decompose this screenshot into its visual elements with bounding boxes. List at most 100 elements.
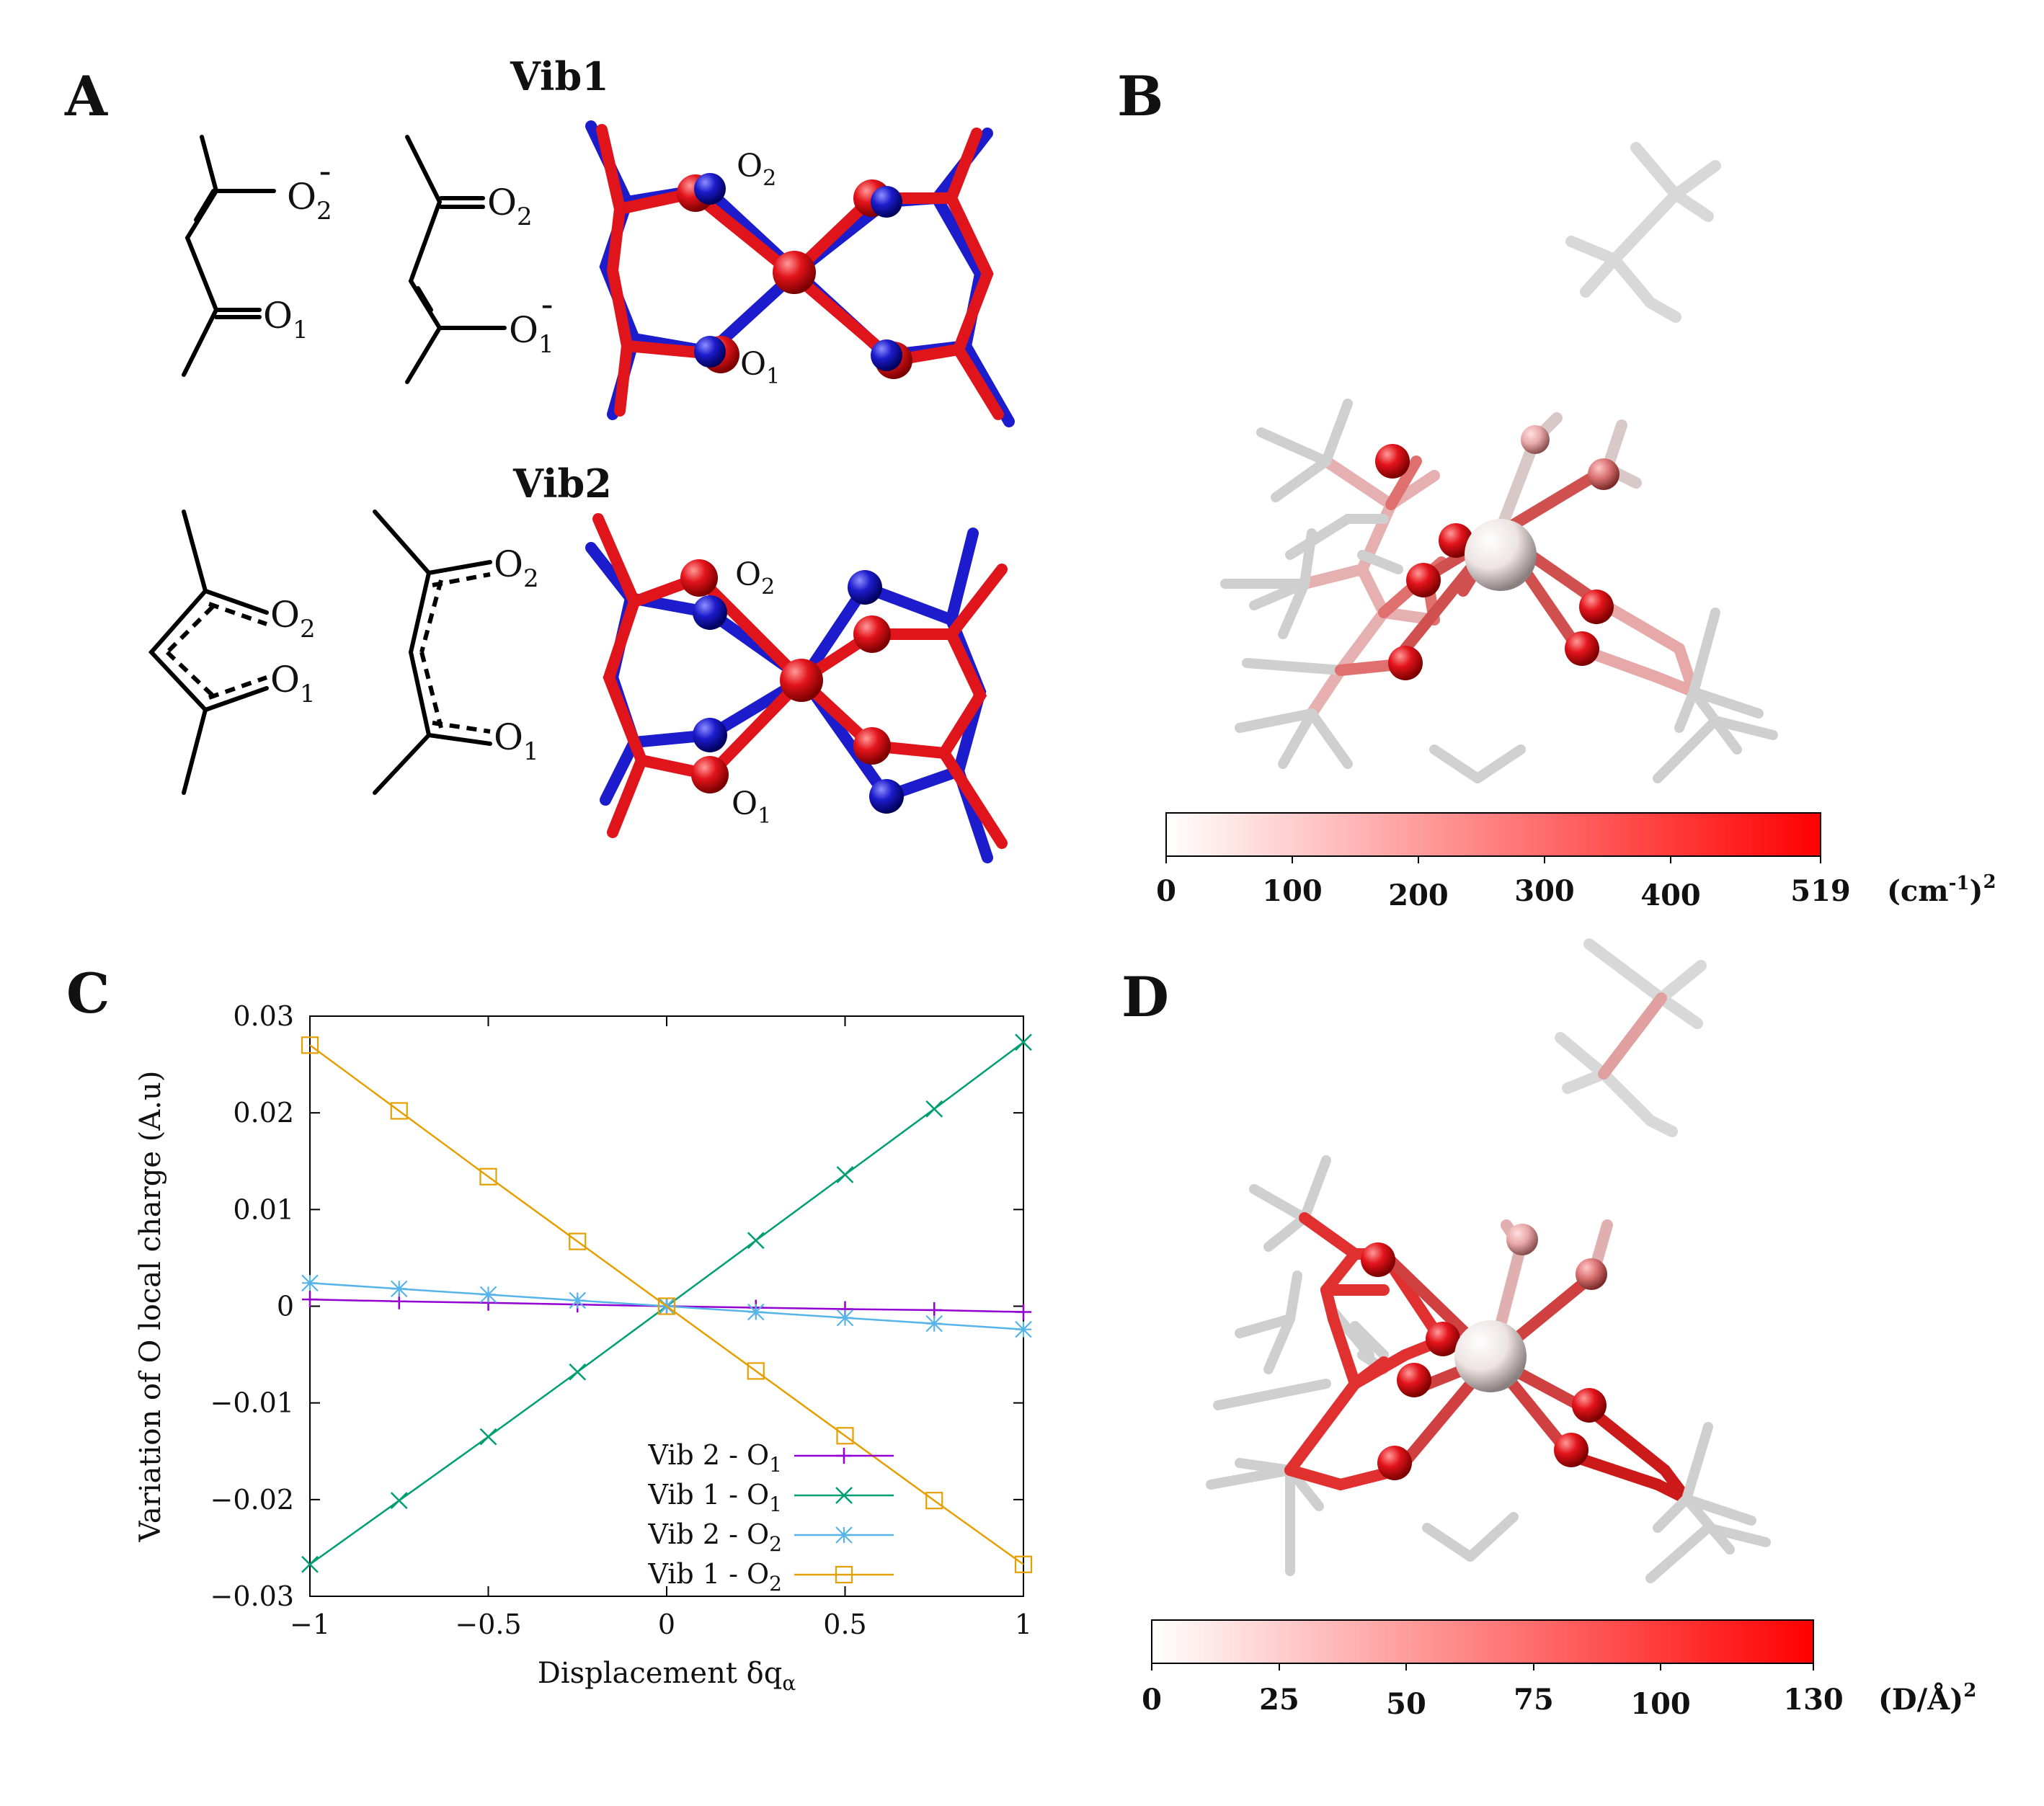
cbar-d-tick-1: 25 xyxy=(1259,1683,1299,1717)
panel-d-molecule xyxy=(1206,938,1771,1583)
vib2-skeletal-structure-2: O2 O1 xyxy=(373,510,539,795)
x-tick-label: 0 xyxy=(658,1609,675,1640)
plus-marker xyxy=(302,1291,318,1308)
plus-marker xyxy=(926,1302,943,1318)
vib2-o2-label: O2 xyxy=(735,556,775,600)
cbar-b-tick-3: 300 xyxy=(1514,874,1575,908)
charge-variation-chart: −1 −0.5 0 0.5 1 0.03 0.02 0.01 0 −0.01 −0.02 −0.03 D… xyxy=(134,1000,1033,1695)
square-marker xyxy=(569,1232,587,1250)
cross-marker xyxy=(301,1555,319,1573)
y-tick-label: 0 xyxy=(277,1291,294,1322)
cross-marker xyxy=(479,1428,497,1446)
cross-marker xyxy=(747,1232,765,1250)
y-tick-label: 0.03 xyxy=(233,1000,294,1032)
square-marker xyxy=(390,1102,408,1120)
x-tick-label: 0.5 xyxy=(823,1609,866,1640)
cross-marker xyxy=(836,1166,854,1183)
legend-label-vib2-o1: Vib 2 - O1 xyxy=(648,1439,783,1477)
star-marker xyxy=(835,1526,853,1544)
cbar-d-tick-2: 50 xyxy=(1386,1687,1426,1721)
cbar-d-tick-3: 75 xyxy=(1514,1683,1554,1717)
square-marker xyxy=(747,1362,765,1380)
cross-marker xyxy=(925,1100,943,1118)
panel-b-colorbar: 0 100 200 300 400 519 (cm-1)2 xyxy=(1156,812,1996,912)
vib2-struct2-o1: O1 xyxy=(494,716,539,766)
star-marker xyxy=(301,1274,319,1292)
panel-a-letter: A xyxy=(64,64,108,128)
label-o1-minus: O1- xyxy=(509,283,554,359)
star-marker xyxy=(836,1309,854,1327)
panel-a: A Vib1 Vib2 O2- O1 O2 O1- xyxy=(64,53,1015,863)
y-tick-label: 0.01 xyxy=(233,1193,294,1225)
star-marker xyxy=(1015,1320,1032,1338)
legend-label-vib1-o2: Vib 1 - O2 xyxy=(648,1558,783,1596)
cbar-b-tick-0: 0 xyxy=(1156,874,1176,908)
cbar-b-tick-5: 519 xyxy=(1790,874,1851,908)
panel-b: B xyxy=(1117,64,1996,912)
panel-c-letter: C xyxy=(66,961,110,1026)
square-marker xyxy=(836,1427,854,1445)
y-axis-label: Variation of O local charge (A.u) xyxy=(134,1071,167,1543)
star-marker xyxy=(747,1303,765,1321)
y-tick-label: −0.03 xyxy=(210,1580,294,1612)
cbar-d-unit: (D/Å)2 xyxy=(1878,1680,1976,1717)
plus-marker xyxy=(836,1448,852,1464)
vib1-molecule-overlay: O2 O1 xyxy=(585,120,1015,427)
label-o2: O2 xyxy=(487,182,533,231)
square-marker xyxy=(925,1492,943,1510)
cross-marker xyxy=(1015,1033,1032,1051)
star-marker xyxy=(479,1286,497,1304)
vib1-title: Vib1 xyxy=(510,53,609,99)
star-marker xyxy=(569,1291,587,1309)
series-vib1-o2 xyxy=(301,1036,1033,1573)
square-marker xyxy=(1014,1555,1033,1573)
cross-marker xyxy=(835,1487,853,1504)
y-tick-label: 0.02 xyxy=(233,1097,294,1129)
cbar-b-tick-2: 200 xyxy=(1388,878,1449,912)
cbar-b-tick-4: 400 xyxy=(1640,878,1701,912)
x-tick-label: −0.5 xyxy=(455,1609,521,1640)
label-o2-minus: O2- xyxy=(287,150,332,226)
panel-d-letter: D xyxy=(1121,965,1169,1029)
cross-marker xyxy=(390,1492,408,1510)
panel-d-colorbar: 0 25 50 75 100 130 (D/Å)2 xyxy=(1142,1619,1976,1721)
vib1-skeletal-structure-2: O2 O1- xyxy=(405,135,554,384)
panel-b-letter: B xyxy=(1117,64,1163,128)
cbar-b-unit: (cm-1)2 xyxy=(1887,871,1996,908)
vib1-o1-label: O1 xyxy=(740,346,780,389)
panel-d-atoms xyxy=(1361,1224,1607,1480)
x-axis-label: Displacement δqα xyxy=(538,1657,796,1695)
square-marker xyxy=(835,1565,853,1584)
vib2-struct2-o2: O2 xyxy=(494,543,539,593)
cbar-d-tick-4: 100 xyxy=(1630,1687,1691,1721)
panel-c: C −1 −0.5 0 0.5 1 0.03 0.02 0.01 0 −0.01 −0.02 −0.0… xyxy=(66,961,1033,1695)
square-marker xyxy=(301,1036,319,1054)
star-marker xyxy=(925,1315,943,1333)
vib2-o1-label: O1 xyxy=(732,786,771,829)
y-tick-label: −0.02 xyxy=(210,1484,294,1516)
cbar-b-tick-1: 100 xyxy=(1262,874,1323,908)
square-marker xyxy=(657,1297,676,1315)
cbar-d-tick-0: 0 xyxy=(1142,1683,1162,1717)
panel-b-atoms xyxy=(1375,425,1619,680)
vib2-title: Vib2 xyxy=(512,461,612,507)
legend-label-vib2-o2: Vib 2 - O2 xyxy=(648,1518,783,1556)
y-tick-label: −0.01 xyxy=(210,1387,294,1419)
vib2-molecule-overlay: O2 O1 xyxy=(585,513,1008,863)
vib2-struct1-o1: O1 xyxy=(270,659,316,708)
label-o1: O1 xyxy=(263,295,308,344)
vib2-struct1-o2: O2 xyxy=(270,594,316,644)
x-tick-label: −1 xyxy=(290,1609,330,1640)
square-marker xyxy=(479,1167,497,1186)
vib1-o2-label: O2 xyxy=(737,148,776,191)
x-tick-label: 1 xyxy=(1015,1609,1032,1640)
vib1-skeletal-structure-1: O2- O1 xyxy=(182,135,332,377)
cross-marker xyxy=(569,1363,587,1381)
panel-b-molecule xyxy=(1220,142,1778,783)
series-line-vib1-o2 xyxy=(309,1044,1024,1565)
panel-d: D xyxy=(1121,938,1976,1721)
legend-label-vib1-o1: Vib 1 - O1 xyxy=(648,1479,783,1516)
cbar-d-tick-5: 130 xyxy=(1783,1683,1844,1717)
